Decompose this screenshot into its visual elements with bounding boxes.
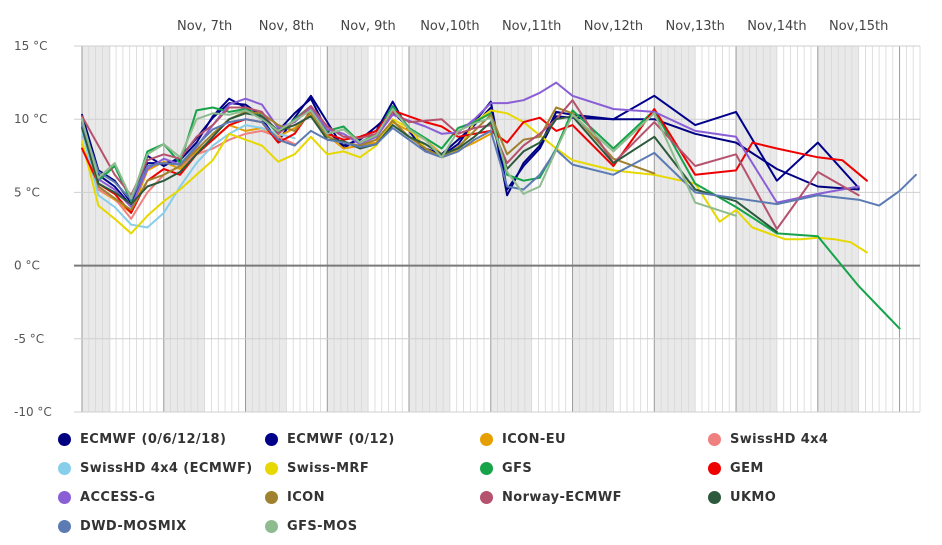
y-tick-label: 10 °C [14,112,47,126]
legend-color-dot [265,432,278,446]
x-tick-label: Nov, 9th [341,19,396,34]
series-line-swisshd-4x4 [81,121,296,220]
legend-item[interactable]: ICON-EU [480,428,566,450]
series-line-dwd-mosmix [81,118,917,207]
legend-color-dot [708,461,721,475]
legend-label: Swiss-MRF [287,460,370,476]
series-line-swisshd-4x4-ecmwf [81,124,296,229]
y-tick-label: 0 °C [14,259,40,273]
legend-color-dot [265,490,278,504]
legend-item[interactable]: SwissHD 4x4 (ECMWF) [58,457,253,479]
y-tick-label: -10 °C [14,405,52,419]
x-tick-label: Nov,14th [747,19,806,34]
legend-label: SwissHD 4x4 (ECMWF) [80,460,253,476]
legend-label: SwissHD 4x4 [730,431,829,447]
legend-item[interactable]: ICON [265,486,325,508]
legend-color-dot [265,519,278,533]
legend-label: DWD-MOSMIX [80,518,187,534]
vertical-gridlines [81,46,921,412]
night-band [82,46,111,412]
legend-label: GFS-MOS [287,518,358,534]
legend-color-dot [58,490,71,504]
legend-color-dot [708,432,721,446]
x-tick-label: Nov, 7th [177,19,232,34]
legend-color-dot [708,490,721,504]
legend-item[interactable]: Norway-ECMWF [480,486,622,508]
legend-item[interactable]: GFS-MOS [265,515,357,537]
series-lines [81,81,917,330]
legend-label: ECMWF (0/6/12/18) [80,431,227,447]
legend-label: GFS [502,460,533,476]
legend-label: Norway-ECMWF [502,489,622,505]
legend-color-dot [480,432,493,446]
legend-color-dot [58,432,71,446]
horizontal-gridlines [74,45,920,413]
x-tick-label: Nov,15th [829,19,888,34]
legend-item[interactable]: Swiss-MRF [265,457,369,479]
legend-item[interactable]: DWD-MOSMIX [58,515,187,537]
legend-item[interactable]: GFS [480,457,532,479]
x-axis-labels: Nov, 7th Nov, 8th Nov, 9th Nov,10th Nov,11th… [177,19,888,34]
legend-label: ICON [287,489,325,505]
legend-color-dot [480,461,493,475]
legend-item[interactable]: ECMWF (0/12) [265,428,395,450]
legend: ECMWF (0/6/12/18) ECMWF (0/12) ICON-EU Swis… [58,428,938,543]
x-tick-label: Nov,13th [665,19,724,34]
legend-item[interactable]: ECMWF (0/6/12/18) [58,428,226,450]
legend-color-dot [480,490,493,504]
x-tick-label: Nov,12th [584,19,643,34]
legend-label: ICON-EU [502,431,566,447]
legend-item[interactable]: GEM [708,457,764,479]
y-axis-labels: 15 °C 10 °C 5 °C 0 °C -5 °C -10 °C [14,39,52,419]
x-tick-label: Nov,10th [420,19,479,34]
x-tick-label: Nov, 8th [259,19,314,34]
series-line-gfs-mos [81,108,737,217]
y-tick-label: 15 °C [14,39,47,53]
legend-color-dot [58,461,71,475]
legend-label: GEM [730,460,764,476]
legend-item[interactable]: ACCESS-G [58,486,155,508]
y-tick-label: 5 °C [14,185,40,199]
legend-item[interactable]: SwissHD 4x4 [708,428,828,450]
legend-label: ECMWF (0/12) [287,431,395,447]
x-tick-label: Nov,11th [502,19,561,34]
legend-item[interactable]: UKMO [708,486,776,508]
legend-color-dot [265,461,278,475]
legend-label: UKMO [730,489,777,505]
legend-label: ACCESS-G [80,489,156,505]
temperature-chart: 15 °C10 °C5 °C0 °C-5 °C-10 °C Nov, 7th No… [14,19,921,419]
legend-color-dot [58,519,71,533]
y-tick-label: -5 °C [14,332,44,346]
